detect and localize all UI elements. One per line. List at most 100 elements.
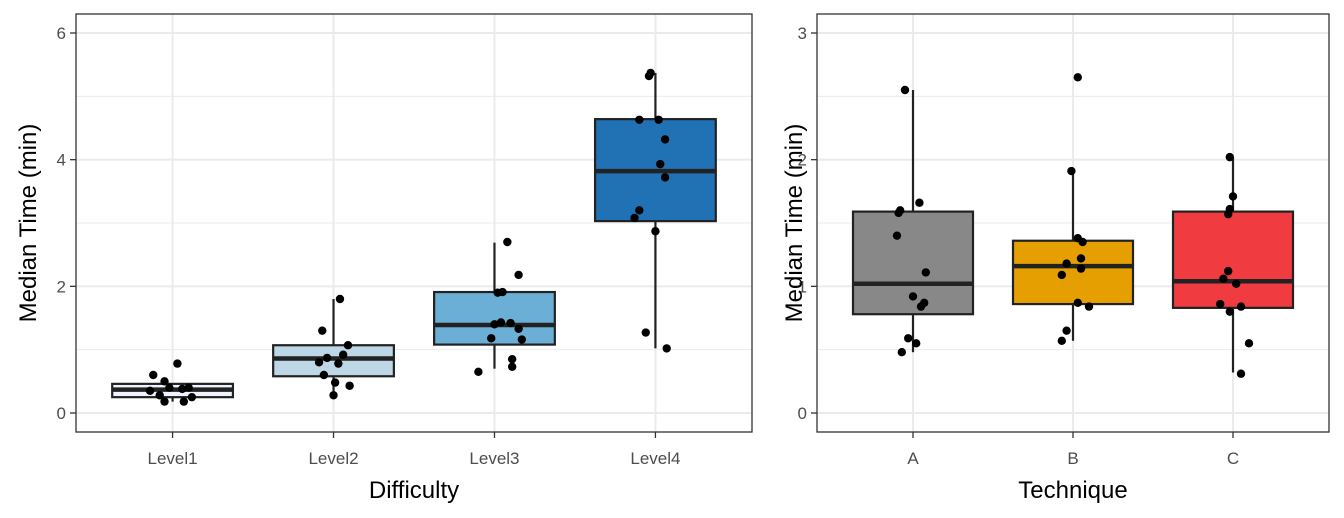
data-point [1084, 302, 1094, 311]
y-tick-label: 6 [57, 24, 66, 43]
data-point [897, 348, 906, 357]
panel-border [75, 13, 753, 433]
box-b [1011, 171, 1135, 341]
y-tick-label: 2 [798, 151, 807, 170]
data-point [487, 334, 496, 343]
data-point [496, 318, 506, 327]
data-point [517, 335, 527, 344]
x-tick-label: B [1067, 449, 1078, 468]
data-point [654, 115, 663, 124]
data-point [173, 359, 182, 368]
data-point [916, 302, 926, 311]
data-point [1236, 369, 1246, 378]
data-point [319, 370, 329, 380]
data-point [635, 206, 644, 215]
data-point [921, 268, 930, 277]
data-point [1067, 166, 1076, 176]
data-point [178, 384, 187, 394]
x-tick-label: A [907, 449, 919, 468]
data-point [318, 326, 327, 335]
data-point [1224, 266, 1233, 276]
data-point [184, 383, 193, 392]
data-point [474, 367, 483, 377]
data-point [160, 397, 169, 406]
box-body [1171, 210, 1295, 309]
data-point [187, 392, 197, 402]
data-point [908, 292, 918, 301]
data-point [338, 350, 348, 359]
data-point [507, 362, 517, 371]
data-point [635, 115, 644, 124]
data-point [904, 334, 913, 343]
data-point [493, 288, 502, 297]
data-point [506, 318, 515, 328]
x-tick-label: C [1227, 449, 1239, 468]
data-point [334, 359, 343, 368]
data-point [335, 294, 345, 304]
box-level4 [593, 72, 717, 349]
data-point [160, 377, 169, 386]
data-point [145, 386, 155, 396]
data-point [892, 231, 902, 240]
box-body [1011, 239, 1135, 306]
y-tick-label: 3 [798, 24, 807, 43]
data-point [1236, 302, 1246, 311]
data-point [165, 383, 174, 392]
data-point [514, 270, 523, 280]
data-point [507, 354, 517, 364]
y-axis-title: Median Time (min) [15, 124, 42, 323]
data-point [656, 159, 665, 169]
y-tick-label: 0 [57, 404, 66, 423]
data-point [503, 237, 512, 247]
data-point [1057, 336, 1067, 345]
box-level2 [272, 299, 395, 396]
data-point [329, 391, 338, 400]
data-point [1057, 270, 1067, 280]
data-point [1228, 192, 1238, 201]
data-point [651, 227, 660, 236]
data-point [1232, 279, 1241, 288]
y-tick-label: 2 [57, 277, 66, 296]
data-point [1073, 298, 1083, 307]
data-point [155, 391, 164, 400]
data-point [322, 353, 332, 363]
data-point [1224, 209, 1233, 219]
technique-panel: 0 1 2 3 A B C Technique Median Time (min) [781, 13, 1330, 504]
data-point [1225, 152, 1235, 162]
data-point [514, 324, 523, 333]
x-tick-label: Level2 [308, 449, 358, 468]
data-point [330, 378, 340, 387]
y-tick-label: 1 [798, 277, 807, 296]
x-axis-title: Technique [1018, 477, 1127, 504]
y-tick-label: 0 [798, 404, 807, 423]
data-point [660, 173, 670, 182]
x-tick-label: Level3 [469, 449, 519, 468]
data-point [1244, 339, 1254, 348]
data-point [314, 358, 324, 367]
data-point [1073, 73, 1083, 82]
data-point [1076, 254, 1086, 263]
data-point [1076, 264, 1086, 273]
y-tick-label: 4 [57, 151, 66, 170]
data-point [915, 198, 924, 207]
data-point [1062, 259, 1071, 268]
data-point [1216, 299, 1225, 309]
data-point [660, 135, 670, 144]
data-point [1225, 307, 1235, 316]
data-point [1078, 237, 1087, 247]
x-axis-title: Difficulty [369, 477, 459, 504]
data-point [1062, 326, 1071, 335]
data-point [644, 71, 654, 81]
data-point [149, 370, 158, 380]
data-point [912, 339, 921, 348]
data-point [900, 85, 910, 95]
data-point [1219, 274, 1228, 283]
y-axis-title: Median Time (min) [781, 124, 808, 323]
data-point [662, 344, 671, 353]
data-point [641, 328, 650, 337]
data-point [630, 213, 639, 223]
data-point [345, 381, 354, 390]
data-point [894, 208, 903, 218]
data-point [490, 320, 499, 329]
